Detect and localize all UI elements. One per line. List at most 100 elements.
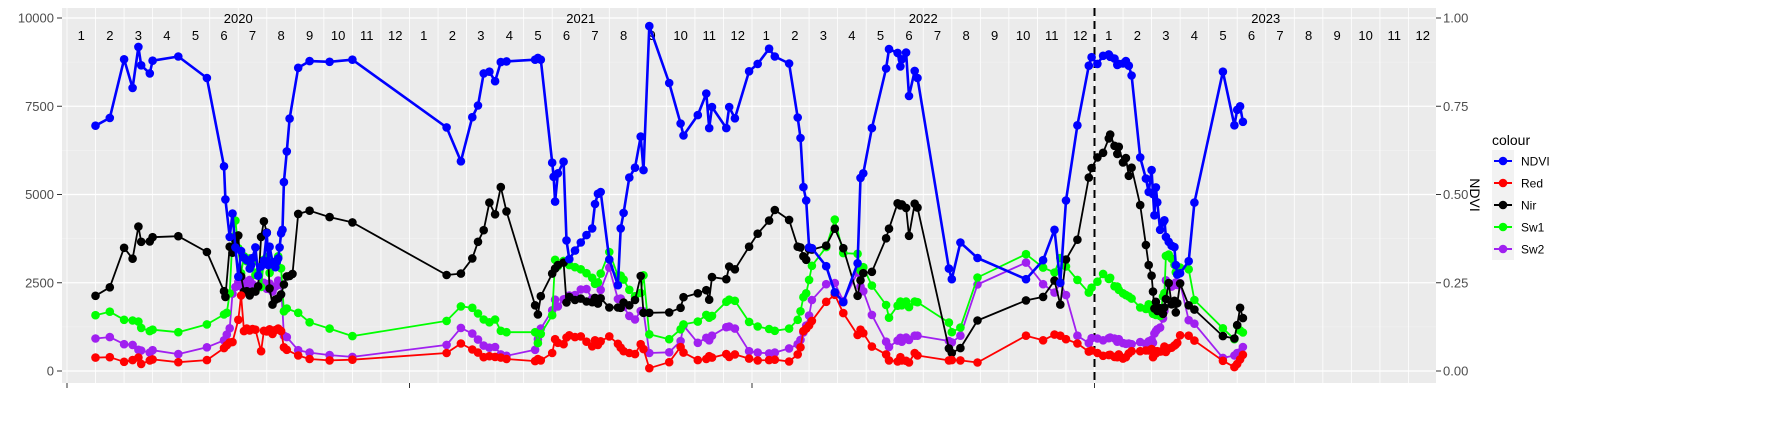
data-point-ndvi — [616, 224, 625, 233]
data-point-nir — [536, 291, 546, 301]
data-point-ndvi — [251, 243, 260, 252]
data-point-nir — [1093, 153, 1102, 162]
data-point-ndvi — [722, 123, 731, 133]
data-point-ndvi — [219, 162, 229, 171]
data-point-red — [559, 339, 568, 349]
y2-tick-label: 0.00 — [1443, 364, 1468, 379]
legend-item-nir: Nir — [1492, 194, 1536, 216]
data-point-ndvi — [485, 67, 494, 76]
data-point-sw2 — [1021, 258, 1031, 267]
data-point-ndvi — [442, 123, 451, 132]
data-point-sw1 — [105, 307, 115, 317]
data-point-nir — [1073, 235, 1082, 244]
data-point-ndvi — [1093, 59, 1102, 69]
data-point-nir — [1164, 278, 1173, 288]
data-point-red — [605, 332, 614, 341]
data-point-ndvi — [796, 133, 805, 143]
data-point-ndvi — [490, 76, 500, 86]
data-point-sw1 — [293, 308, 303, 318]
data-point-sw1 — [693, 317, 703, 326]
data-point-nir — [784, 215, 794, 225]
data-point-ndvi — [553, 169, 563, 178]
data-point-nir — [856, 276, 865, 285]
month-label: 9 — [1333, 28, 1340, 43]
series-red — [91, 290, 1248, 373]
data-point-nir — [1175, 279, 1185, 288]
month-label: 4 — [163, 28, 170, 43]
data-point-sw1 — [1127, 294, 1136, 303]
data-point-ndvi — [1218, 67, 1228, 76]
data-point-nir — [973, 316, 982, 325]
y-axis-right: 0.00 0.25 0.50 0.75 1.00 — [1436, 11, 1468, 379]
month-label: 2 — [449, 28, 456, 43]
data-point-nir — [764, 216, 774, 225]
data-point-nir — [134, 222, 143, 231]
month-labels: 1 2 3 4 5 6 7 8 9 10 11 12 1 2 3 4 5 6 7 8 9 10 11 12 1 2 3 4 5 6 7 8 9 1… — [78, 28, 1430, 43]
data-point-nir — [770, 205, 780, 215]
data-point-ndvi — [1170, 242, 1179, 252]
data-point-sw1 — [1087, 283, 1096, 293]
data-point-ndvi — [275, 243, 284, 252]
data-point-ndvi — [1155, 225, 1165, 235]
data-point-sw2 — [582, 284, 591, 294]
data-point-nir — [1056, 300, 1065, 309]
data-point-nir — [679, 292, 688, 302]
data-point-sw1 — [947, 327, 957, 337]
data-point-ndvi — [1038, 255, 1048, 265]
data-point-nir — [821, 241, 831, 250]
y-tick-label: 2500 — [25, 275, 54, 290]
data-point-ndvi — [234, 272, 243, 282]
data-point-ndvi — [174, 52, 183, 61]
month-label: 4 — [1191, 28, 1198, 43]
data-point-sw1 — [867, 281, 877, 290]
data-point-red — [639, 344, 648, 354]
data-point-ndvi — [645, 21, 654, 31]
data-point-nir — [1121, 153, 1131, 163]
data-point-ndvi — [119, 55, 129, 64]
legend-label: Sw1 — [1521, 221, 1545, 235]
data-point-ndvi — [956, 238, 965, 247]
month-label: 10 — [1358, 28, 1372, 43]
data-point-nir — [253, 282, 263, 291]
data-point-nir — [128, 254, 137, 263]
year-label: 2023 — [1251, 11, 1280, 26]
data-point-ndvi — [305, 56, 314, 66]
data-point-sw2 — [1073, 331, 1082, 341]
month-label: 3 — [820, 28, 827, 43]
data-point-ndvi — [904, 91, 914, 101]
month-label: 1 — [78, 28, 85, 43]
data-point-ndvi — [136, 61, 146, 70]
data-point-ndvi — [228, 209, 237, 218]
data-point-sw2 — [282, 332, 292, 342]
data-point-ndvi — [559, 157, 568, 166]
data-point-nir — [1173, 298, 1182, 308]
data-point-nir — [605, 303, 614, 312]
data-point-sw2 — [225, 324, 234, 333]
data-point-ndvi — [576, 238, 586, 247]
data-point-red — [202, 355, 212, 365]
data-point-sw1 — [456, 302, 466, 311]
data-point-ndvi — [225, 232, 234, 242]
data-point-sw1 — [913, 297, 922, 307]
data-point-sw2 — [596, 285, 605, 295]
data-point-nir — [221, 292, 230, 302]
data-point-red — [251, 325, 260, 335]
data-point-sw1 — [830, 215, 840, 224]
data-point-ndvi — [693, 110, 703, 120]
legend-label: Nir — [1521, 199, 1536, 213]
data-point-ndvi — [282, 147, 292, 156]
data-point-sw2 — [468, 329, 477, 338]
data-point-red — [793, 350, 802, 359]
series-ndvi — [91, 21, 1248, 307]
data-point-sw1 — [730, 296, 740, 306]
data-point-nir — [904, 231, 914, 241]
data-point-sw2 — [784, 344, 794, 353]
data-point-sw2 — [1061, 290, 1071, 300]
data-point-nir — [664, 308, 674, 317]
month-label: 9 — [306, 28, 313, 43]
data-point-ndvi — [605, 255, 614, 264]
data-point-ndvi — [1141, 174, 1151, 183]
data-point-sw1 — [490, 315, 500, 324]
data-point-red — [1173, 338, 1182, 348]
data-point-sw2 — [305, 348, 314, 357]
